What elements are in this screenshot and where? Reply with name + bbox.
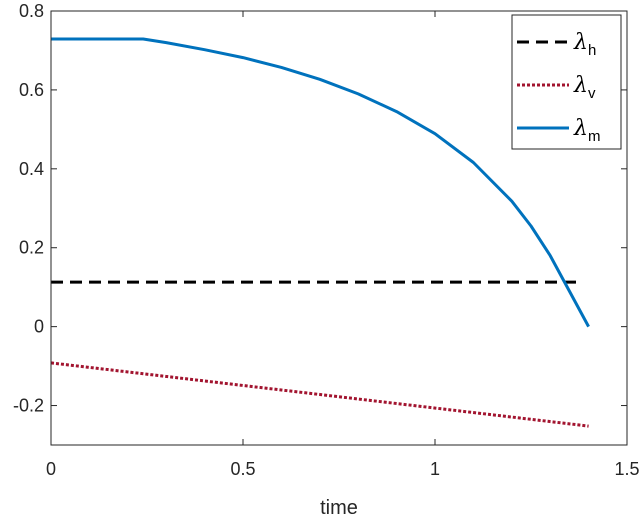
legend-subscript-v: v: [588, 85, 596, 102]
legend-label-h: λ: [573, 30, 588, 55]
legend-label-v: λ: [573, 73, 588, 98]
plot-frame: [50, 10, 628, 446]
x-tick-label: 0.5: [230, 459, 255, 479]
legend-subscript-m: m: [588, 128, 601, 145]
axis-layer: 0 0.5 1 1.5 -0.2 0 0.2 0.4 0.6 0.8: [13, 1, 640, 479]
y-tick-label: 0.2: [19, 238, 44, 258]
series-layer: [50, 37, 590, 428]
y-tick-label: 0.6: [19, 80, 44, 100]
y-tick-label: 0: [34, 317, 44, 337]
legend: λ hλ vλ m: [511, 14, 622, 150]
legend-subscript-h: h: [588, 42, 596, 59]
x-tick-label: 1.5: [614, 459, 639, 479]
x-tick-label: 0: [46, 459, 56, 479]
y-tick-label: 0.4: [19, 159, 44, 179]
y-tick-label: 0.8: [19, 1, 44, 21]
series-line-m: [51, 37, 590, 328]
series-line-v: [50, 361, 589, 428]
y-tick-label: -0.2: [13, 396, 44, 416]
legend-label-m: λ: [573, 116, 588, 141]
x-tick-label: 1: [430, 459, 440, 479]
x-axis-title: time: [320, 497, 358, 519]
